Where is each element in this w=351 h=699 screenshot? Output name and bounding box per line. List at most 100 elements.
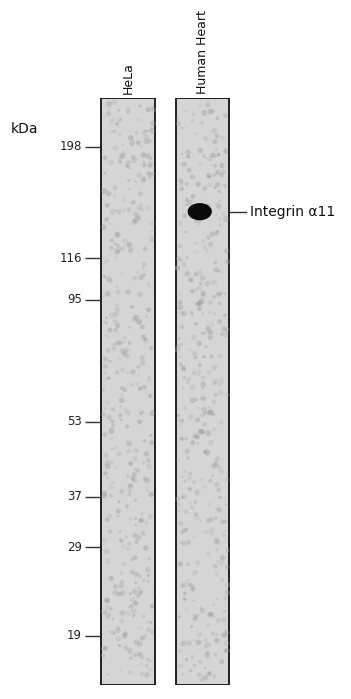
Point xyxy=(199,327,205,338)
Point xyxy=(137,570,143,582)
Point xyxy=(127,667,133,678)
Point xyxy=(176,410,182,421)
Point xyxy=(140,357,146,368)
Point xyxy=(197,359,203,370)
Point xyxy=(205,640,210,651)
Point xyxy=(108,603,114,614)
Point xyxy=(134,377,140,389)
Point xyxy=(105,602,111,613)
Point xyxy=(115,510,121,521)
Point xyxy=(138,515,144,526)
Point xyxy=(214,130,220,141)
Point xyxy=(130,474,136,485)
Point xyxy=(119,577,125,588)
Point xyxy=(217,298,223,309)
Point xyxy=(218,417,224,428)
Point xyxy=(213,210,219,221)
Point xyxy=(219,375,224,386)
Point xyxy=(130,138,135,149)
Point xyxy=(106,273,112,284)
Point xyxy=(104,354,110,366)
Point xyxy=(132,365,138,376)
Point xyxy=(125,470,131,482)
Point xyxy=(141,610,146,621)
Point xyxy=(204,200,210,211)
Point xyxy=(146,279,152,290)
Point xyxy=(112,96,117,108)
Point xyxy=(224,627,230,638)
Point xyxy=(190,286,195,297)
Point xyxy=(110,416,115,427)
Point xyxy=(196,367,202,378)
Point xyxy=(105,473,111,484)
Point xyxy=(146,553,152,564)
Point xyxy=(184,604,189,615)
Point xyxy=(197,101,203,112)
Point xyxy=(176,253,181,264)
Point xyxy=(132,314,138,325)
Point xyxy=(117,154,122,165)
Point xyxy=(119,382,125,394)
Point xyxy=(202,183,207,194)
Text: 116: 116 xyxy=(59,252,82,265)
Text: 29: 29 xyxy=(67,541,82,554)
Point xyxy=(202,242,208,253)
Point xyxy=(126,184,132,195)
Point xyxy=(126,489,132,500)
Point xyxy=(110,310,115,321)
Point xyxy=(131,154,137,166)
Point xyxy=(221,614,227,626)
Point xyxy=(223,110,229,121)
Point xyxy=(225,474,230,485)
Point xyxy=(197,216,202,227)
Point xyxy=(214,227,219,238)
Point xyxy=(114,246,120,257)
Point xyxy=(150,600,155,612)
Point xyxy=(146,372,152,383)
Point xyxy=(113,252,119,264)
Point xyxy=(118,410,123,421)
Point xyxy=(105,288,111,299)
Point xyxy=(198,656,203,668)
Point xyxy=(119,389,124,401)
Point xyxy=(131,215,137,226)
Point xyxy=(138,199,144,210)
Point xyxy=(141,259,147,270)
Point xyxy=(128,566,134,577)
Point xyxy=(217,220,223,231)
Point xyxy=(145,564,151,575)
Point xyxy=(204,152,210,164)
Point xyxy=(221,323,227,334)
Bar xyxy=(101,98,155,685)
Point xyxy=(148,430,153,441)
Point xyxy=(205,619,211,630)
Point xyxy=(179,471,185,482)
Point xyxy=(105,556,111,567)
Point xyxy=(213,459,219,470)
Point xyxy=(220,552,226,563)
Point xyxy=(136,582,141,593)
Point xyxy=(175,455,181,466)
Point xyxy=(207,499,212,510)
Point xyxy=(211,379,217,390)
Point xyxy=(147,171,153,182)
Point xyxy=(215,503,220,514)
Point xyxy=(214,544,220,555)
Point xyxy=(125,408,131,419)
Point xyxy=(141,159,147,171)
Text: 198: 198 xyxy=(59,140,82,153)
Point xyxy=(211,409,216,420)
Point xyxy=(178,338,184,350)
Point xyxy=(198,278,203,289)
Point xyxy=(213,561,218,572)
Point xyxy=(128,594,134,605)
Point xyxy=(181,636,186,647)
Point xyxy=(217,505,223,516)
Point xyxy=(189,621,194,632)
Point xyxy=(147,511,153,522)
Point xyxy=(116,114,122,125)
Point xyxy=(204,650,210,661)
Point xyxy=(126,538,132,549)
Point xyxy=(137,570,142,582)
Point xyxy=(194,394,199,405)
